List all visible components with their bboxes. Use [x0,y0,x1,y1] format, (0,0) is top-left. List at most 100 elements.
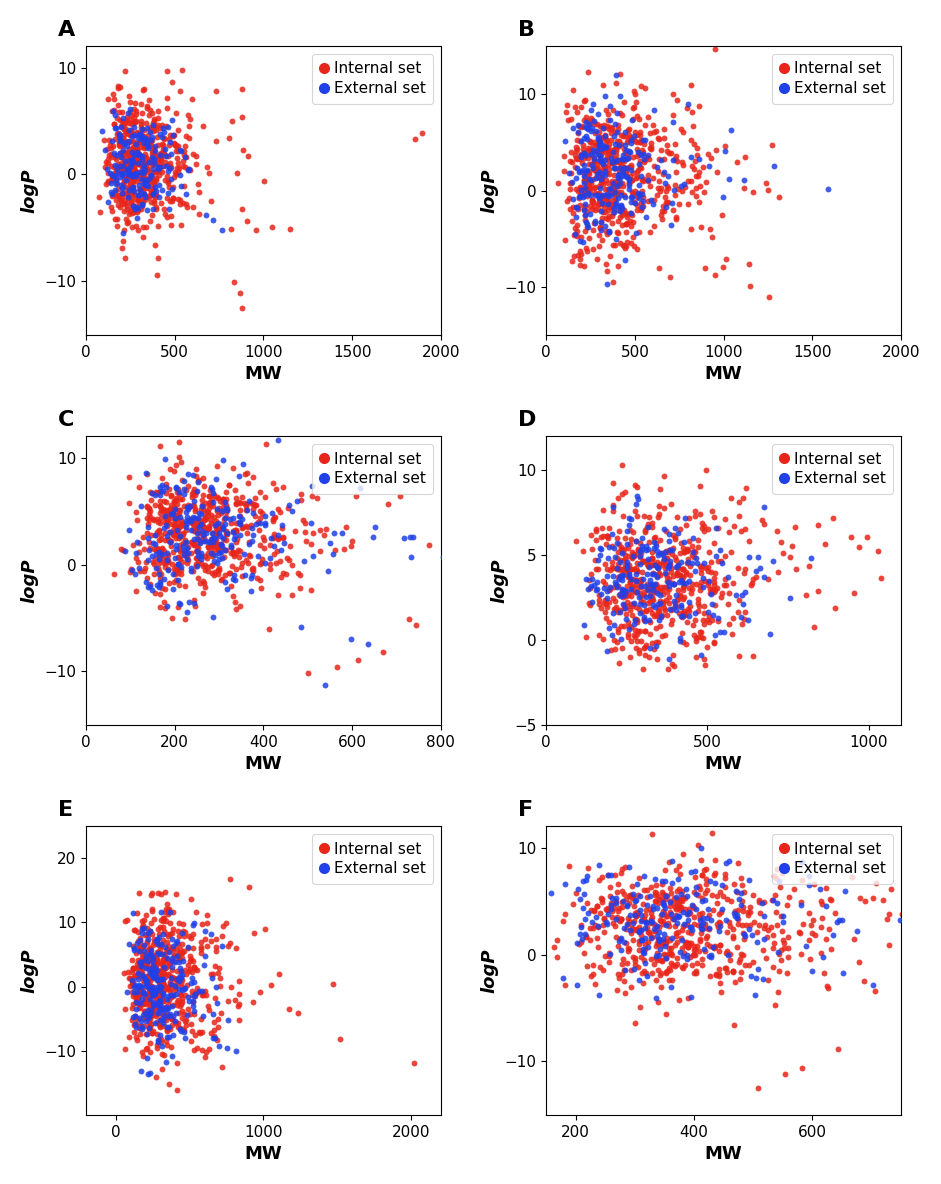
Point [600,141,615,160]
Point [117,120,132,139]
Point [798,585,813,604]
Point [619,558,634,577]
Point [643,578,658,597]
Point [188,500,203,519]
Point [169,1081,184,1100]
Point [125,951,140,970]
Point [136,79,152,98]
Point [807,926,822,945]
Point [131,924,146,942]
Point [171,540,186,559]
Point [158,147,173,166]
Point [662,852,677,871]
Point [141,970,156,989]
Point [215,517,231,536]
Point [700,881,715,900]
Point [107,210,122,229]
Point [153,545,168,564]
Point [144,1006,159,1025]
Point [167,136,182,155]
Point [159,88,174,107]
Point [664,971,679,990]
Point [219,501,234,520]
Point [640,517,655,536]
Point [137,947,152,966]
Point [567,98,582,117]
Point [168,477,183,496]
Point [598,913,614,932]
Point [579,118,594,137]
Point [194,549,209,568]
Point [563,152,578,170]
Point [603,194,618,213]
Point [138,135,153,154]
Point [589,928,604,947]
Point [140,984,155,1003]
Point [173,215,188,234]
Point [187,521,202,540]
Point [132,1018,147,1037]
Point [646,195,661,214]
Point [164,110,179,129]
Point [666,112,681,131]
Point [211,506,226,525]
Point [659,886,674,905]
Point [636,130,651,149]
Point [125,184,140,202]
Point [158,938,173,957]
Point [577,199,592,218]
Point [631,600,646,619]
Point [281,551,296,570]
Point [148,142,163,161]
Point [596,76,611,95]
Point [632,541,647,560]
Point [657,564,672,583]
Point [168,136,183,155]
Point [116,178,131,197]
Point [160,999,175,1018]
Point [595,519,610,538]
Point [114,153,129,172]
Point [192,530,207,549]
Point [171,503,186,522]
Point [736,929,751,948]
Point [658,899,673,918]
Point [735,876,750,895]
Point [198,982,213,1000]
Point [141,169,156,188]
Point [165,929,180,948]
Point [142,971,157,990]
Point [180,465,195,484]
Point [710,609,725,628]
Point [582,596,598,614]
Point [649,567,664,586]
Point [590,199,605,218]
Point [594,585,609,604]
Point [217,493,232,511]
Point [679,553,694,572]
Point [821,920,837,939]
Point [197,532,212,551]
Point [99,174,114,193]
Point [181,495,196,514]
Point [149,932,164,951]
Point [731,646,746,665]
Point [590,573,605,592]
Point [639,636,654,655]
Point [215,548,230,567]
Point [166,126,181,144]
Point [704,823,719,842]
Point [175,523,190,542]
Point [663,495,678,514]
Point [691,915,706,934]
Point [611,131,626,150]
Point [667,916,682,935]
Point [463,529,478,548]
Point [580,141,595,160]
Point [659,907,674,926]
Point [604,172,619,191]
Point [586,902,601,921]
Point [625,605,640,624]
Point [576,186,591,205]
Point [158,116,173,135]
